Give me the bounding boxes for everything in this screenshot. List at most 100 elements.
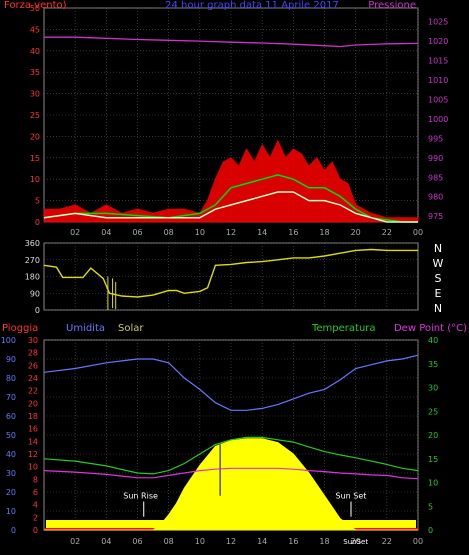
panel1-left-label: Forza vento) [4,0,67,11]
panel3-temp-tick: 0 [428,526,433,535]
panel3-rain-tick: 24 [28,374,38,383]
panel3-x-tick: 16 [288,537,298,546]
series-wind [43,191,418,223]
panel3-rain-tick: 14 [28,437,38,446]
panel3-x-tick: 08 [164,537,174,546]
panel1-x-tick: 06 [132,228,142,237]
panel3-humidity-tick: 20 [6,488,16,497]
panel1-right-tick: 1005 [428,95,448,104]
label-rain: Pioggia [2,323,38,334]
panel2-tick: 0 [35,306,40,315]
panel3-temp-tick: 30 [428,384,438,393]
panel1-left-tick: 5 [35,197,40,206]
label-dewpoint: Dew Point (°C) [394,323,467,334]
panel3-rain-tick: 2 [33,513,38,522]
panel3-x-tick: 00 [413,537,423,546]
panel3-humidity-tick: 30 [6,469,16,478]
panel1-left-tick: 30 [30,90,40,99]
panel1-left-tick: 25 [30,111,40,120]
panel1-x-tick: 12 [226,228,236,237]
panel1-right-tick: 1015 [428,57,448,66]
sunset-axis-label: SunSet [343,538,368,546]
panel1-left-tick: 20 [30,132,40,141]
panel3-humidity-tick: 40 [6,450,16,459]
panel3-x-tick: 14 [257,537,267,546]
panel1-x-tick: 04 [101,228,111,237]
panel1-left-tick: 50 [30,4,40,13]
panel1-x-tick: 14 [257,228,267,237]
panel2-tick: 360 [25,239,40,248]
panel1-right-tick: 995 [428,134,443,143]
compass-label: W [433,257,444,270]
panel3-temp-tick: 20 [428,431,438,440]
panel3-rain-tick: 22 [28,387,38,396]
panel3-humidity-tick: 70 [6,393,16,402]
label-temperature: Temperatura [311,323,376,334]
panel3-rain-tick: 26 [28,361,38,370]
panel3-temp-tick: 5 [428,502,433,511]
panel3-temp-tick: 40 [428,336,438,345]
panel3-rain-tick: 0 [33,526,38,535]
compass-label: S [435,272,442,285]
panel3-x-tick: 04 [101,537,111,546]
panel1-x-tick: 18 [319,228,329,237]
panel3-humidity-tick: 10 [6,507,16,516]
panel3-rain-tick: 30 [28,336,38,345]
panel1-right-tick: 1020 [428,37,448,46]
sunrise-label: Sun Rise [123,492,158,501]
panel3-rain-tick: 18 [28,412,38,421]
panel3-humidity-tick: 50 [6,431,16,440]
panel3-x-tick: 18 [319,537,329,546]
panel3-humidity-tick: 100 [1,336,16,345]
panel3-humidity-tick: 60 [6,412,16,421]
panel3-humidity-tick: 90 [6,355,16,364]
panel3-humidity-tick: 0 [11,526,16,535]
panel1-x-tick: 08 [164,228,174,237]
panel3-x-tick: 02 [70,537,80,546]
panel3-x-tick: 20 [351,537,361,546]
panel1-x-tick: 16 [288,228,298,237]
panel1-right-tick: 980 [428,193,443,202]
panel3-x-tick: 06 [132,537,142,546]
series-solar [44,438,418,531]
panel3-rain-tick: 6 [33,488,38,497]
compass-label: N [434,302,442,315]
series-humidity [43,354,419,411]
sunset-label: Sun Set [336,492,367,501]
panel1-left-tick: 40 [30,47,40,56]
panel1-title: 24 hour graph data 11 Aprile 2017 [165,0,339,11]
panel3-rain-tick: 20 [28,399,38,408]
panel3-x-tick: 22 [382,537,392,546]
panel1-x-tick: 22 [382,228,392,237]
panel1-left-tick: 45 [30,25,40,34]
panel2-tick: 270 [25,256,40,265]
panel1-x-tick: 10 [195,228,205,237]
panel1-right-tick: 1000 [428,115,448,124]
panel1-right-tick: 990 [428,154,443,163]
panel1-left-tick: 15 [30,154,40,163]
panel1-right-tick: 975 [428,212,443,221]
series-temperature [43,436,419,475]
panel1-left-tick: 35 [30,68,40,77]
panel1-x-tick: 02 [70,228,80,237]
panel3-x-tick: 10 [195,537,205,546]
compass-label: E [435,287,442,300]
panel3-rain-tick: 28 [28,349,38,358]
panel2-tick: 180 [25,273,40,282]
panel1-x-tick: 00 [413,228,423,237]
panel3-rain-tick: 4 [33,501,38,510]
panel3-temp-tick: 15 [428,455,438,464]
panel2-tick: 90 [30,289,40,298]
label-solar: Solar [118,323,144,334]
panel1-x-tick: 20 [351,228,361,237]
panel1-left-tick: 0 [35,218,40,227]
series-pressure [44,36,419,48]
panel1-right-tick: 1025 [428,18,448,27]
panel3-rain-tick: 8 [33,475,38,484]
panel3-rain-tick: 10 [28,463,38,472]
panel3-rain-tick: 12 [28,450,38,459]
panel3-x-tick: 12 [226,537,236,546]
panel1-right-tick: 1010 [428,76,448,85]
panel3-humidity-tick: 80 [6,374,16,383]
